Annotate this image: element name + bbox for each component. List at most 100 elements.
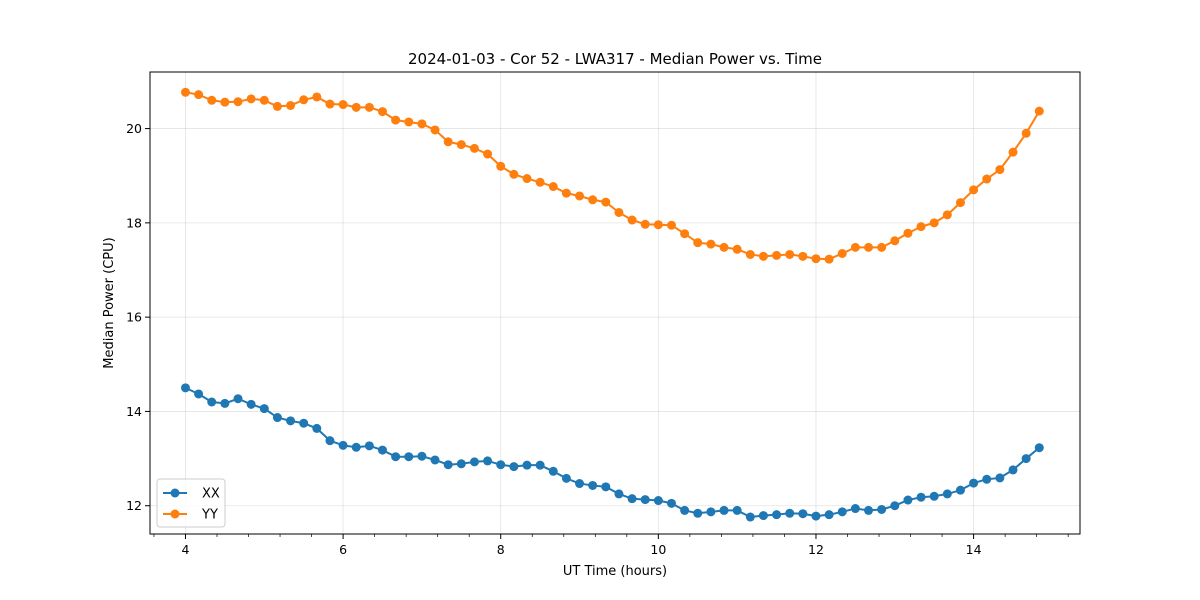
data-point-yy [312,92,322,102]
data-point-yy [548,182,558,192]
data-point-yy [627,215,637,225]
y-tick-label: 20 [126,121,142,136]
data-point-xx [430,455,440,465]
data-point-yy [955,198,965,208]
data-point-xx [233,394,243,404]
data-point-xx [811,511,821,521]
y-tick-label: 16 [126,310,142,325]
x-tick-label: 14 [966,542,982,557]
data-point-yy [207,95,217,105]
data-point-yy [601,197,611,207]
data-point-xx [877,504,887,514]
data-point-xx [903,495,913,505]
data-point-yy [430,125,440,135]
data-point-yy [325,99,335,109]
data-point-yy [903,228,913,238]
data-point-xx [1034,443,1044,453]
data-point-yy [1021,128,1031,138]
data-point-yy [233,97,243,107]
data-point-xx [798,509,808,519]
data-point-xx [272,413,282,423]
data-point-yy [1034,106,1044,116]
plot-frame [149,71,1081,535]
data-point-xx [325,436,335,446]
data-point-xx [969,478,979,488]
series-yy [180,87,1044,264]
data-point-xx [351,442,361,452]
x-tick-label: 8 [497,542,505,557]
x-tick-label: 6 [339,542,347,557]
data-point-yy [693,238,703,248]
data-point-yy [509,169,519,179]
data-point-yy [916,222,926,232]
data-point-yy [772,250,782,260]
data-point-xx [982,474,992,484]
data-point-xx [627,494,637,504]
data-point-yy [785,249,795,259]
data-point-yy [561,188,571,198]
data-point-yy [929,218,939,228]
data-point-xx [693,508,703,518]
legend-yy-label: YY [201,508,218,523]
data-point-yy [194,90,204,100]
data-point-yy [837,249,847,258]
series-layer [180,87,1044,522]
y-axis-ticks: 12 14 16 18 20 [126,121,150,513]
data-point-xx [824,510,834,520]
data-point-xx [785,508,795,518]
x-axis-ticks: 4 6 8 10 12 14 [153,534,1069,557]
data-point-xx [850,504,860,514]
data-point-yy [640,219,650,229]
data-point-yy [338,100,348,110]
y-tick-label: 18 [126,215,142,230]
legend-xx-label: XX [202,487,220,502]
data-point-yy [680,229,690,239]
data-point-yy [286,100,296,110]
data-point-yy [969,185,979,195]
data-point-yy [745,249,755,259]
data-point-yy [732,244,742,254]
x-axis-label: UT Time (hours) [563,564,667,579]
x-tick-label: 10 [650,542,666,557]
y-axis-label: Median Power (CPU) [102,237,117,368]
y-tick-label: 14 [126,404,142,419]
data-point-xx [259,404,269,414]
data-point-xx [443,460,453,470]
data-point-xx [561,473,571,483]
data-point-yy [1008,147,1018,157]
data-point-yy [614,207,624,217]
legend-xx-marker [170,488,180,498]
data-point-yy [364,102,374,112]
data-point-xx [522,460,532,470]
data-point-yy [456,140,466,150]
data-point-yy [272,101,282,111]
data-point-xx [509,462,519,472]
data-point-xx [995,473,1005,483]
data-point-yy [522,174,532,184]
chart-title: 2024-01-03 - Cor 52 - LWA317 - Median Po… [408,50,822,68]
data-point-yy [351,102,361,112]
data-point-xx [732,505,742,515]
data-point-xx [706,507,716,517]
data-point-yy [666,220,676,230]
data-point-yy [417,119,427,129]
data-point-yy [758,251,768,261]
data-point-yy [890,236,900,246]
data-point-xx [916,492,926,502]
data-point-xx [1021,454,1031,464]
data-point-xx [364,441,374,451]
data-point-xx [194,389,204,399]
data-point-yy [496,161,506,171]
data-point-yy [404,117,414,127]
data-point-xx [456,459,466,469]
data-point-xx [378,445,387,455]
data-point-xx [180,383,190,393]
data-point-yy [706,239,716,249]
data-point-xx [1008,465,1018,475]
series-xx [180,383,1044,522]
x-tick-label: 12 [808,542,824,557]
data-point-xx [942,489,952,499]
data-point-yy [535,177,545,187]
data-point-xx [286,416,296,426]
data-point-xx [391,452,401,462]
